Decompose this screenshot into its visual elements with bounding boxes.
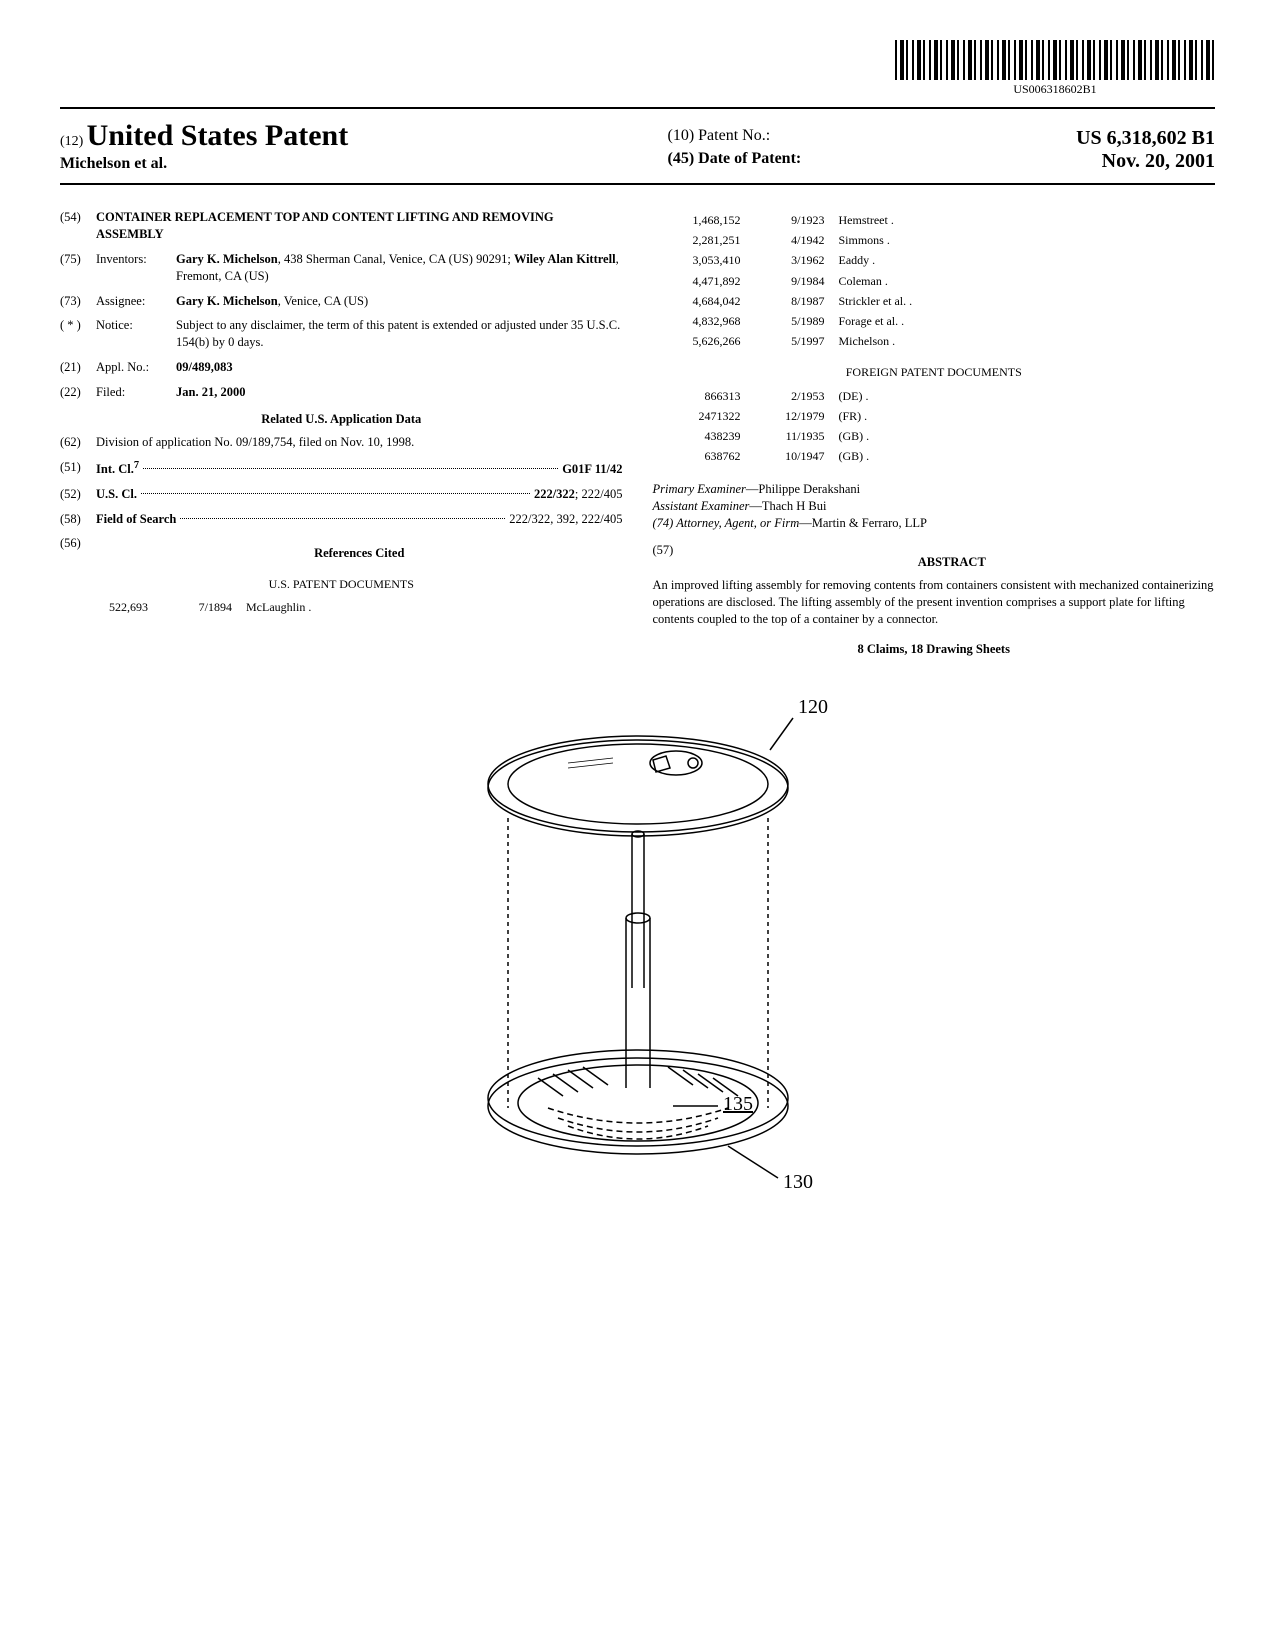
inventors-label: Inventors: (96, 251, 176, 285)
drawing-svg: 120 (418, 678, 858, 1238)
authors: Michelson et al. (60, 155, 608, 173)
appl-no: 09/489,083 (176, 359, 623, 376)
barcode-lines (895, 40, 1215, 80)
patent-no-label: (10) Patent No.: (668, 127, 771, 150)
ref-no: 522,693 (62, 598, 154, 616)
field-num-75: (75) (60, 251, 96, 285)
notice-row: ( * ) Notice: Subject to any disclaimer,… (60, 317, 623, 351)
uscl-row: (52) U.S. Cl. 222/322; 222/405 (60, 486, 623, 503)
notice-label: Notice: (96, 317, 176, 351)
field-num-22: (22) (60, 384, 96, 401)
field-num-21: (21) (60, 359, 96, 376)
patent-drawing: 120 (60, 678, 1215, 1242)
ref-date: 7/1894 (156, 598, 238, 616)
label-135: 135 (723, 1093, 753, 1115)
uscl-label: U.S. Cl. (96, 486, 137, 503)
filed-date: Jan. 21, 2000 (176, 384, 623, 401)
field-num-57: (57) (653, 542, 689, 577)
intcl-label: Int. Cl.7 (96, 459, 139, 478)
intcl-value: G01F 11/42 (562, 461, 622, 478)
label-120: 120 (798, 696, 828, 718)
right-column: 1,468,1529/1923Hemstreet . 2,281,2514/19… (653, 209, 1216, 658)
field-num-73: (73) (60, 293, 96, 310)
body-columns: (54) CONTAINER REPLACEMENT TOP AND CONTE… (60, 209, 1215, 658)
assistant-examiner: Assistant Examiner—Thach H Bui (653, 498, 1216, 515)
division: Division of application No. 09/189,754, … (96, 434, 623, 451)
notice: Subject to any disclaimer, the term of t… (176, 317, 623, 351)
left-column: (54) CONTAINER REPLACEMENT TOP AND CONTE… (60, 209, 623, 658)
appl-label: Appl. No.: (96, 359, 176, 376)
dotfill (143, 468, 558, 469)
ref-row: 522,693 7/1894 McLaughlin . (62, 598, 621, 616)
field-search-row: (58) Field of Search 222/322, 392, 222/4… (60, 511, 623, 528)
claims-line: 8 Claims, 18 Drawing Sheets (653, 641, 1216, 658)
field-num-62: (62) (60, 434, 96, 451)
foreign-docs-head: FOREIGN PATENT DOCUMENTS (653, 364, 1216, 380)
attorney: (74) Attorney, Agent, or Firm—Martin & F… (653, 515, 1216, 532)
invention-title: CONTAINER REPLACEMENT TOP AND CONTENT LI… (96, 209, 623, 243)
abstract-head: ABSTRACT (689, 554, 1216, 571)
intcl-row: (51) Int. Cl.7 G01F 11/42 (60, 459, 623, 478)
field-num-58: (58) (60, 511, 96, 528)
primary-examiner: Primary Examiner—Philippe Derakshani (653, 481, 1216, 498)
us-refs-left: 522,693 7/1894 McLaughlin . (60, 596, 623, 618)
inventors-row: (75) Inventors: Gary K. Michelson, 438 S… (60, 251, 623, 285)
field-num-52: (52) (60, 486, 96, 503)
date-label: (45) Date of Patent: (668, 150, 802, 173)
refs-head: References Cited (96, 545, 623, 562)
ref-name: McLaughlin . (240, 598, 621, 616)
barcode: US006318602B1 (895, 40, 1215, 97)
assignee-row: (73) Assignee: Gary K. Michelson, Venice… (60, 293, 623, 310)
barcode-text: US006318602B1 (895, 82, 1215, 97)
field-num-56: (56) (60, 535, 96, 568)
header-left: (12) United States Patent Michelson et a… (60, 119, 608, 173)
label-130: 130 (783, 1171, 813, 1193)
patent-title: United States Patent (87, 119, 349, 152)
abstract-text: An improved lifting assembly for removin… (653, 577, 1216, 628)
barcode-area: US006318602B1 (60, 40, 1215, 97)
field-num-51: (51) (60, 459, 96, 478)
related-head: Related U.S. Application Data (60, 411, 623, 428)
header-right: (10) Patent No.: US 6,318,602 B1 (45) Da… (608, 127, 1216, 173)
patent-no: US 6,318,602 B1 (770, 127, 1215, 150)
field-num-notice: ( * ) (60, 317, 96, 351)
assignee: Gary K. Michelson, Venice, CA (US) (176, 293, 623, 310)
field-search-label: Field of Search (96, 511, 176, 528)
header-row: (12) United States Patent Michelson et a… (60, 115, 1215, 177)
us-patent-docs-head: U.S. PATENT DOCUMENTS (60, 576, 623, 592)
us-refs-right: 1,468,1529/1923Hemstreet . 2,281,2514/19… (653, 209, 1216, 352)
refs-cited-row: (56) References Cited (60, 535, 623, 568)
top-rule (60, 107, 1215, 109)
uscl-value: 222/322; 222/405 (534, 486, 623, 503)
invention-title-row: (54) CONTAINER REPLACEMENT TOP AND CONTE… (60, 209, 623, 243)
division-row: (62) Division of application No. 09/189,… (60, 434, 623, 451)
field-num-54: (54) (60, 209, 96, 243)
assignee-label: Assignee: (96, 293, 176, 310)
dotfill (180, 518, 505, 519)
appl-row: (21) Appl. No.: 09/489,083 (60, 359, 623, 376)
field-search-value: 222/322, 392, 222/405 (509, 511, 622, 528)
inventors: Gary K. Michelson, 438 Sherman Canal, Ve… (176, 251, 623, 285)
filed-label: Filed: (96, 384, 176, 401)
dotfill (141, 493, 530, 494)
foreign-refs: 8663132/1953(DE) . 247132212/1979(FR) . … (653, 385, 1216, 468)
date-of-patent: Nov. 20, 2001 (801, 150, 1215, 173)
header-prefix: (12) (60, 134, 83, 149)
header-rule (60, 183, 1215, 185)
filed-row: (22) Filed: Jan. 21, 2000 (60, 384, 623, 401)
